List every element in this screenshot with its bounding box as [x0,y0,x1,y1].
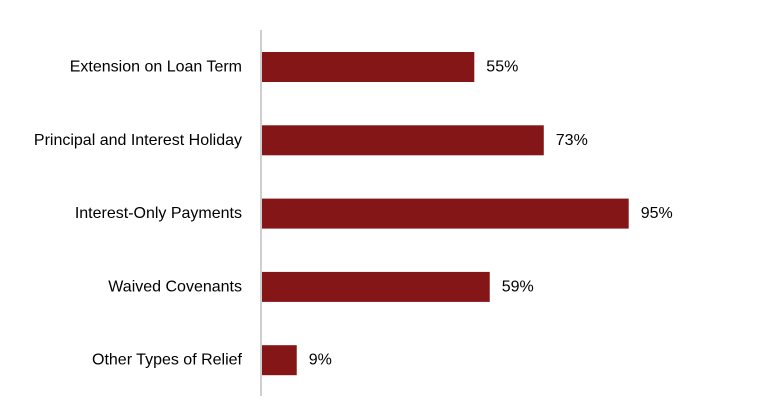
bar-2 [262,198,629,229]
bar-4 [262,345,297,376]
bar-1 [262,125,544,156]
value-labels-group: 55% 73% 95% 59% 9% [309,59,673,369]
value-label-1: 73% [556,132,588,149]
value-label-2: 95% [641,205,673,222]
category-label-1: Principal and Interest Holiday [34,132,242,149]
value-label-3: 59% [502,278,534,295]
bar-3 [262,271,490,302]
category-label-3: Waived Covenants [108,278,242,295]
bars-group [262,52,629,376]
category-label-2: Interest-Only Payments [75,205,242,222]
value-label-0: 55% [486,59,518,76]
category-labels-group: Extension on Loan Term Principal and Inte… [34,59,243,369]
category-label-0: Extension on Loan Term [70,59,242,76]
bar-0 [262,52,475,82]
value-label-4: 9% [309,352,332,369]
category-label-4: Other Types of Relief [92,352,243,369]
